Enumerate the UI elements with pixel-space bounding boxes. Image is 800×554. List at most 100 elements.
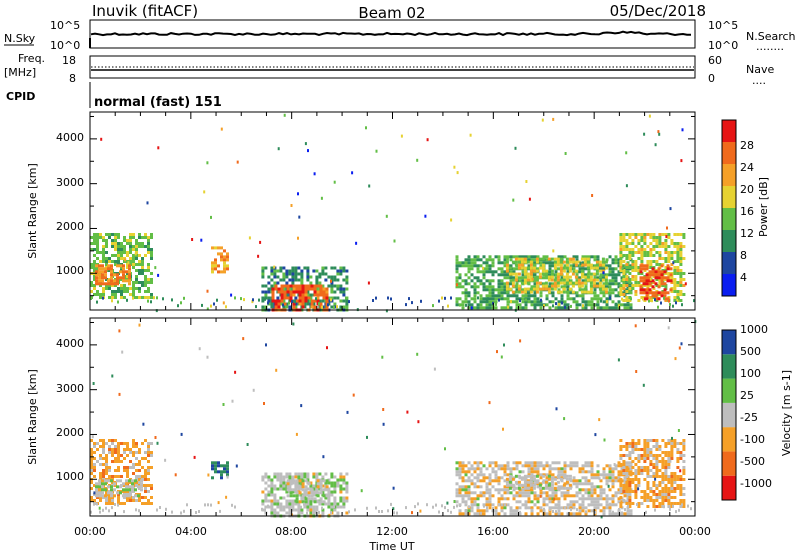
- data-cell: [676, 242, 680, 245]
- data-cell: [529, 275, 533, 279]
- data-cell: [488, 297, 492, 301]
- data-cell: [506, 488, 510, 492]
- near-range-cell: [669, 507, 671, 511]
- data-cell: [578, 267, 582, 271]
- data-cell: [676, 457, 680, 460]
- data-cell: [574, 275, 578, 279]
- data-cell: [637, 284, 641, 287]
- data-cell: [301, 296, 305, 300]
- data-cell: [556, 281, 560, 285]
- data-cell: [111, 296, 114, 299]
- data-cell: [634, 442, 638, 445]
- data-cell: [327, 490, 331, 494]
- data-cell: [464, 479, 468, 483]
- power-cbtick-4: 4: [740, 271, 747, 284]
- data-cell: [593, 276, 597, 280]
- data-cell: [283, 296, 287, 300]
- data-cell: [345, 490, 349, 494]
- data-cell: [333, 290, 337, 294]
- data-cell: [511, 272, 515, 276]
- data-cell: [147, 239, 150, 242]
- data-cell: [132, 442, 135, 445]
- data-cell: [604, 278, 608, 282]
- data-cell: [548, 470, 552, 474]
- data-cell: [599, 306, 603, 310]
- data-cell: [220, 270, 223, 274]
- data-cell: [120, 257, 123, 260]
- data-cell: [631, 266, 635, 269]
- data-cell: [617, 273, 621, 277]
- data-cell: [128, 264, 131, 268]
- data-cell: [593, 258, 597, 262]
- data-cell: [667, 499, 671, 502]
- data-cell: [631, 445, 635, 448]
- data-cell: [264, 496, 268, 500]
- data-cell: [667, 457, 671, 460]
- data-cell: [147, 460, 150, 463]
- data-cell: [512, 300, 516, 304]
- data-cell: [523, 480, 527, 484]
- data-cell: [611, 485, 615, 489]
- data-cell: [682, 487, 686, 490]
- data-cell: [470, 285, 474, 289]
- data-cell: [520, 260, 524, 264]
- data-cell: [467, 485, 471, 489]
- data-cell: [533, 294, 537, 298]
- data-cell: [93, 493, 96, 496]
- data-cell: [625, 481, 629, 484]
- data-cell: [485, 261, 489, 265]
- data-cell: [131, 479, 134, 483]
- data-cell: [333, 484, 337, 488]
- data-cell: [270, 508, 274, 512]
- data-cell: [108, 469, 111, 472]
- data-cell: [580, 284, 584, 288]
- data-cell: [138, 487, 141, 490]
- near-range-cell: [459, 303, 461, 307]
- data-cell: [339, 272, 343, 276]
- data-cell: [108, 439, 111, 442]
- data-cell: [625, 233, 629, 236]
- data-cell: [226, 467, 229, 471]
- data-cell: [526, 275, 530, 279]
- data-cell: [101, 479, 104, 483]
- data-cell: [482, 261, 486, 265]
- data-cell: [584, 464, 588, 468]
- data-cell: [104, 267, 107, 271]
- data-cell: [679, 490, 683, 493]
- data-cell: [619, 290, 623, 293]
- data-cell: [634, 275, 638, 278]
- data-cell: [479, 473, 483, 477]
- data-cell: [645, 288, 649, 292]
- data-cell: [336, 511, 340, 515]
- data-cell: [294, 266, 298, 270]
- near-range-cell: [411, 301, 413, 305]
- data-cell: [138, 463, 141, 466]
- data-cell: [547, 290, 551, 294]
- data-cell: [619, 239, 623, 242]
- data-cell: [664, 278, 668, 281]
- data-cell: [279, 475, 283, 479]
- noise-cell: [486, 297, 489, 301]
- data-cell: [566, 503, 570, 507]
- data-cell: [571, 272, 575, 276]
- data-cell: [101, 494, 104, 498]
- data-cell: [640, 502, 644, 505]
- velocity-heatmap: [90, 320, 697, 519]
- data-cell: [514, 275, 518, 279]
- data-cell: [141, 442, 144, 445]
- data-cell: [652, 475, 656, 478]
- data-cell: [488, 488, 492, 492]
- data-cell: [336, 478, 340, 482]
- data-cell: [286, 494, 290, 498]
- data-cell: [129, 293, 132, 296]
- data-cell: [476, 497, 480, 501]
- data-cell: [625, 454, 629, 457]
- data-cell: [649, 263, 653, 266]
- noise-cell: [330, 279, 332, 283]
- data-cell: [129, 257, 132, 260]
- data-cell: [551, 473, 555, 477]
- data-cell: [325, 290, 329, 294]
- data-cell: [273, 475, 277, 479]
- power-ylabel: Slant Range [km]: [26, 163, 39, 259]
- data-cell: [104, 488, 107, 492]
